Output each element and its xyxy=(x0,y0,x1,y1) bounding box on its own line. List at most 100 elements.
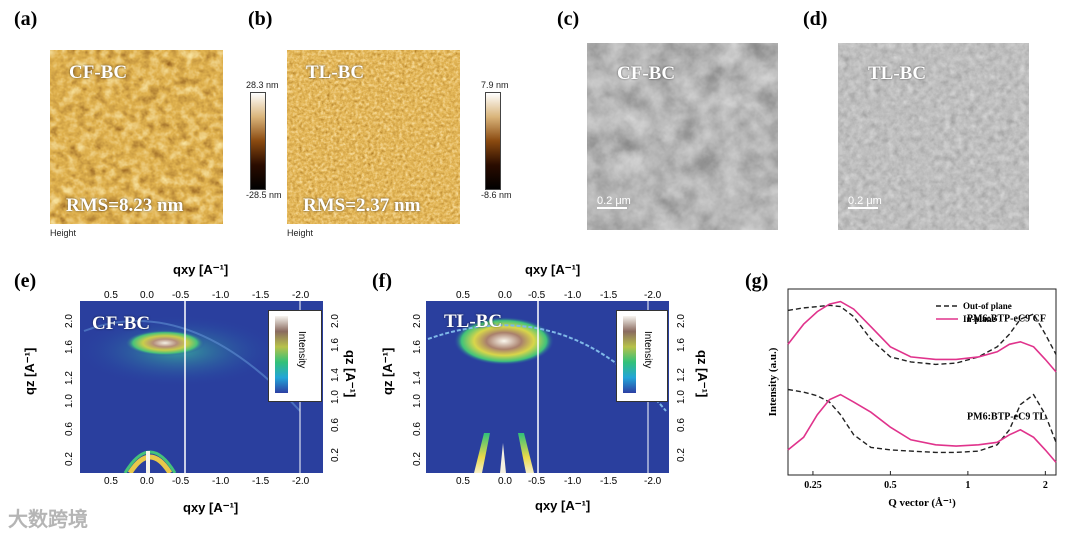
giwaxs-e-right-axis-title: qz [A⁻¹] xyxy=(343,350,358,398)
watermark: 大数跨境 xyxy=(8,507,88,531)
tick-label: 0.5 xyxy=(104,290,118,301)
colorbar-b-min: -8.6 nm xyxy=(481,190,512,200)
tem-title-cf: CF-BC xyxy=(617,63,676,84)
giwaxs-e-left-axis-title: qz [A⁻¹] xyxy=(22,347,37,395)
afm-rms-cf: RMS=8.23 nm xyxy=(66,195,184,216)
tick-label: -1.5 xyxy=(600,476,618,487)
tick-label: 1.4 xyxy=(412,371,423,385)
tem-scale-text-tl: 0.2 μm xyxy=(848,195,882,207)
colorbar-a xyxy=(250,92,266,190)
tick-label: -1.0 xyxy=(564,476,582,487)
tick-label: 0.2 xyxy=(64,452,75,466)
series-group-label: PM6:BTP-eC9 TL xyxy=(967,412,1046,423)
giwaxs-f-left-axis-title: qz [A⁻¹] xyxy=(380,347,395,395)
tem-texture-cf xyxy=(587,43,778,230)
tick-label: 1.6 xyxy=(330,338,341,352)
giwaxs-e-top-axis-title: qxy [A⁻¹] xyxy=(173,262,229,277)
tick-label: 1.0 xyxy=(64,394,75,408)
tick-label: 1.4 xyxy=(330,368,341,382)
tick-label: 1.2 xyxy=(64,371,75,385)
plot-frame xyxy=(787,288,1057,476)
afm-image-cf: CF-BC RMS=8.23 nm xyxy=(50,50,223,224)
afm-title-tl: TL-BC xyxy=(306,62,365,83)
colorbar-a-min: -28.5 nm xyxy=(246,190,282,200)
tick-label: -2.0 xyxy=(292,290,310,301)
tick-label: -2.0 xyxy=(644,476,662,487)
tick-label: 1.0 xyxy=(330,390,341,404)
x-axis-title: Q vector (Å⁻¹) xyxy=(888,497,956,509)
giwaxs-colorbar-cf xyxy=(275,316,288,393)
tick-label: -1.0 xyxy=(212,476,230,487)
panel-label-d: (d) xyxy=(803,8,828,30)
giwaxs-intensity-label-cf: Intensity xyxy=(296,331,307,369)
legend-label: Out-of plane xyxy=(963,301,1012,311)
giwaxs-beamstop xyxy=(500,443,506,473)
x-tick-label: 2 xyxy=(1043,480,1048,491)
x-tick-label: 1 xyxy=(965,480,970,491)
panel-label-a: (a) xyxy=(14,8,38,30)
tick-label: 0.0 xyxy=(140,476,154,487)
tick-label: 1.0 xyxy=(412,394,423,408)
afm-image-tl: TL-BC RMS=2.37 nm xyxy=(287,50,460,224)
legend-label: In-plane xyxy=(963,314,996,324)
giwaxs-streak-right xyxy=(518,433,534,473)
afm-rms-tl: RMS=2.37 nm xyxy=(303,195,421,216)
tick-label: -0.5 xyxy=(528,290,546,301)
tem-image-cf: CF-BC 0.2 μm xyxy=(587,43,778,230)
giwaxs-cf-svg xyxy=(80,301,323,473)
tick-label: 0.6 xyxy=(676,418,687,432)
tick-label: 2.0 xyxy=(330,314,341,328)
giwaxs-title-tl: TL-BC xyxy=(444,311,503,332)
panel-label-e: (e) xyxy=(14,270,37,292)
tick-label: 2.0 xyxy=(64,314,75,328)
giwaxs-intensity-label-tl: Intensity xyxy=(642,331,653,369)
colorbar-b-max: 7.9 nm xyxy=(481,80,509,90)
tick-label: 1.6 xyxy=(676,338,687,352)
tick-label: -0.5 xyxy=(528,476,546,487)
x-tick-label: 0.25 xyxy=(804,480,822,491)
afm-title-cf: CF-BC xyxy=(69,62,128,83)
tick-label: -1.5 xyxy=(252,290,270,301)
tick-label: -2.0 xyxy=(644,290,662,301)
tick-label: 2.0 xyxy=(676,314,687,328)
giwaxs-peak-lamellar xyxy=(454,317,554,365)
tick-label: 0.0 xyxy=(498,290,512,301)
scalebar-line xyxy=(597,207,627,209)
line-profile-chart: 0.25 0.5 1 2 Q vector (Å⁻¹) Intensity (a.u.) P… xyxy=(767,288,1057,509)
tick-label: 0.5 xyxy=(104,476,118,487)
tick-label: 0.2 xyxy=(330,448,341,462)
giwaxs-legend-cf: Intensity xyxy=(268,310,322,402)
tick-label: 0.2 xyxy=(676,448,687,462)
afm-height-label-tl: Height xyxy=(287,228,314,238)
tick-label: -1.5 xyxy=(600,290,618,301)
tick-label: 0.0 xyxy=(140,290,154,301)
giwaxs-map-cf: CF-BC Intensity xyxy=(80,301,323,473)
panel-label-f: (f) xyxy=(372,270,392,292)
tick-label: -1.0 xyxy=(564,290,582,301)
panel-label-b: (b) xyxy=(248,8,273,30)
giwaxs-map-tl: TL-BC Intensity xyxy=(426,301,669,473)
giwaxs-f-bottom-axis-title: qxy [A⁻¹] xyxy=(535,498,591,513)
tick-label: 0.5 xyxy=(456,476,470,487)
afm-texture-cf xyxy=(50,50,223,224)
giwaxs-legend-tl: Intensity xyxy=(616,310,668,402)
tick-label: -0.5 xyxy=(172,476,190,487)
series-in-plane-cf xyxy=(787,300,1057,373)
y-axis-title: Intensity (a.u.) xyxy=(767,347,779,416)
tick-label: 1.6 xyxy=(64,340,75,354)
tick-label: 0.0 xyxy=(498,476,512,487)
tem-texture-tl xyxy=(838,43,1029,230)
panel-label-c: (c) xyxy=(557,8,580,30)
tick-label: -2.0 xyxy=(292,476,310,487)
tick-label: 0.6 xyxy=(330,418,341,432)
tick-label: -1.0 xyxy=(212,290,230,301)
giwaxs-title-cf: CF-BC xyxy=(92,313,151,334)
giwaxs-streak-left xyxy=(474,433,490,473)
tem-title-tl: TL-BC xyxy=(868,63,927,84)
giwaxs-f-right-axis-title: qz [A⁻¹] xyxy=(695,350,710,398)
giwaxs-colorbar-tl xyxy=(623,316,636,393)
series-out-of-plane-cf xyxy=(787,304,1057,366)
scalebar-line xyxy=(848,207,878,209)
tem-scale-text-cf: 0.2 μm xyxy=(597,195,631,207)
tick-label: 0.5 xyxy=(456,290,470,301)
